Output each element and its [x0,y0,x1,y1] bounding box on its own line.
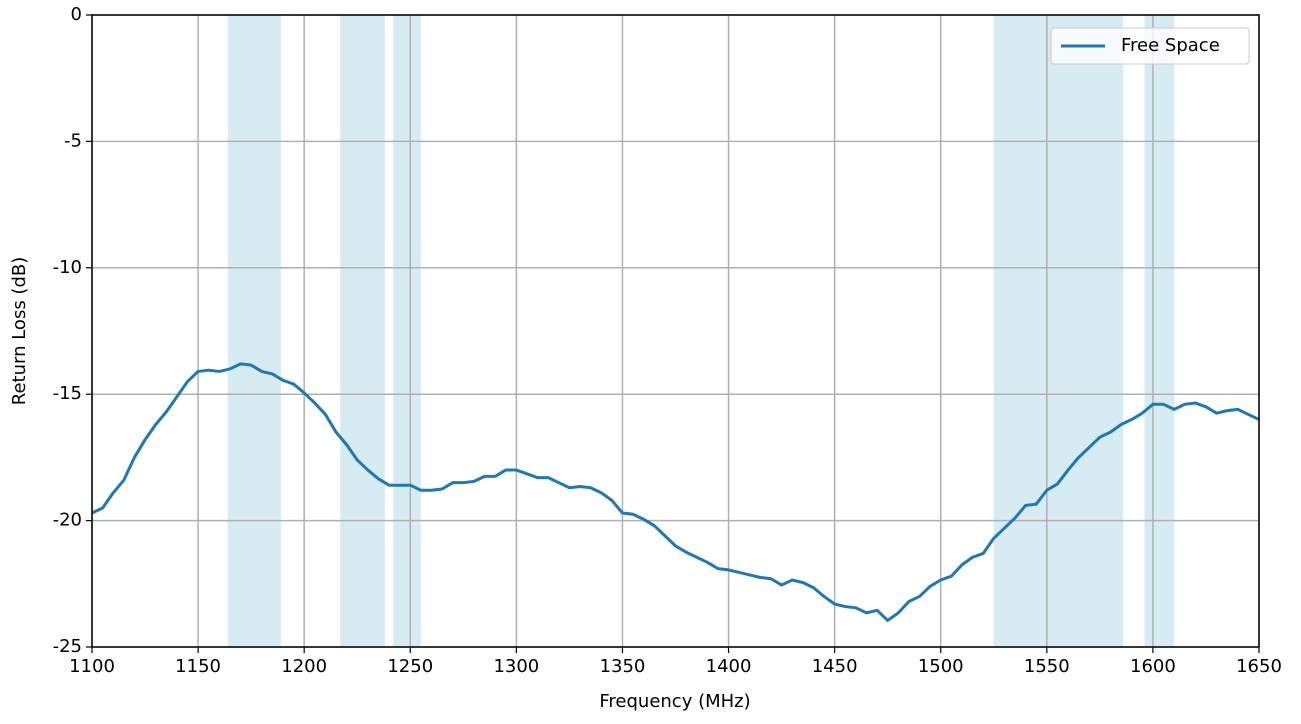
x-axis-label: Frequency (MHz) [599,691,750,712]
shaded-band [993,15,1124,647]
y-tick-label: -10 [53,257,82,278]
shaded-band [227,15,281,647]
x-tick-label: 1650 [1236,656,1282,677]
data-line [91,362,1260,622]
y-tick-label: -20 [53,510,82,531]
shaded-band [340,15,385,647]
x-tick-label: 1100 [69,656,115,677]
y-tick-label: -15 [53,383,82,404]
legend-box [1050,27,1250,65]
x-tick-label: 1600 [1130,656,1176,677]
x-tick-label: 1250 [387,656,433,677]
shaded-band [393,15,421,647]
legend-label: Free Space [1121,35,1220,56]
x-tick-label: 1300 [493,656,539,677]
x-tick-label: 1450 [812,656,858,677]
x-tick-label: 1400 [706,656,752,677]
x-tick-label: 1500 [918,656,964,677]
y-tick-label: -25 [53,636,82,657]
y-tick-label: 0 [71,4,82,25]
x-tick-label: 1550 [1024,656,1070,677]
plot-frame [91,14,1260,648]
shaded-band [1144,15,1175,647]
y-tick-label: -5 [64,130,82,151]
y-axis-label: Return Loss (dB) [9,257,30,405]
x-tick-label: 1350 [600,656,646,677]
x-tick-label: 1200 [281,656,327,677]
x-tick-label: 1150 [175,656,221,677]
